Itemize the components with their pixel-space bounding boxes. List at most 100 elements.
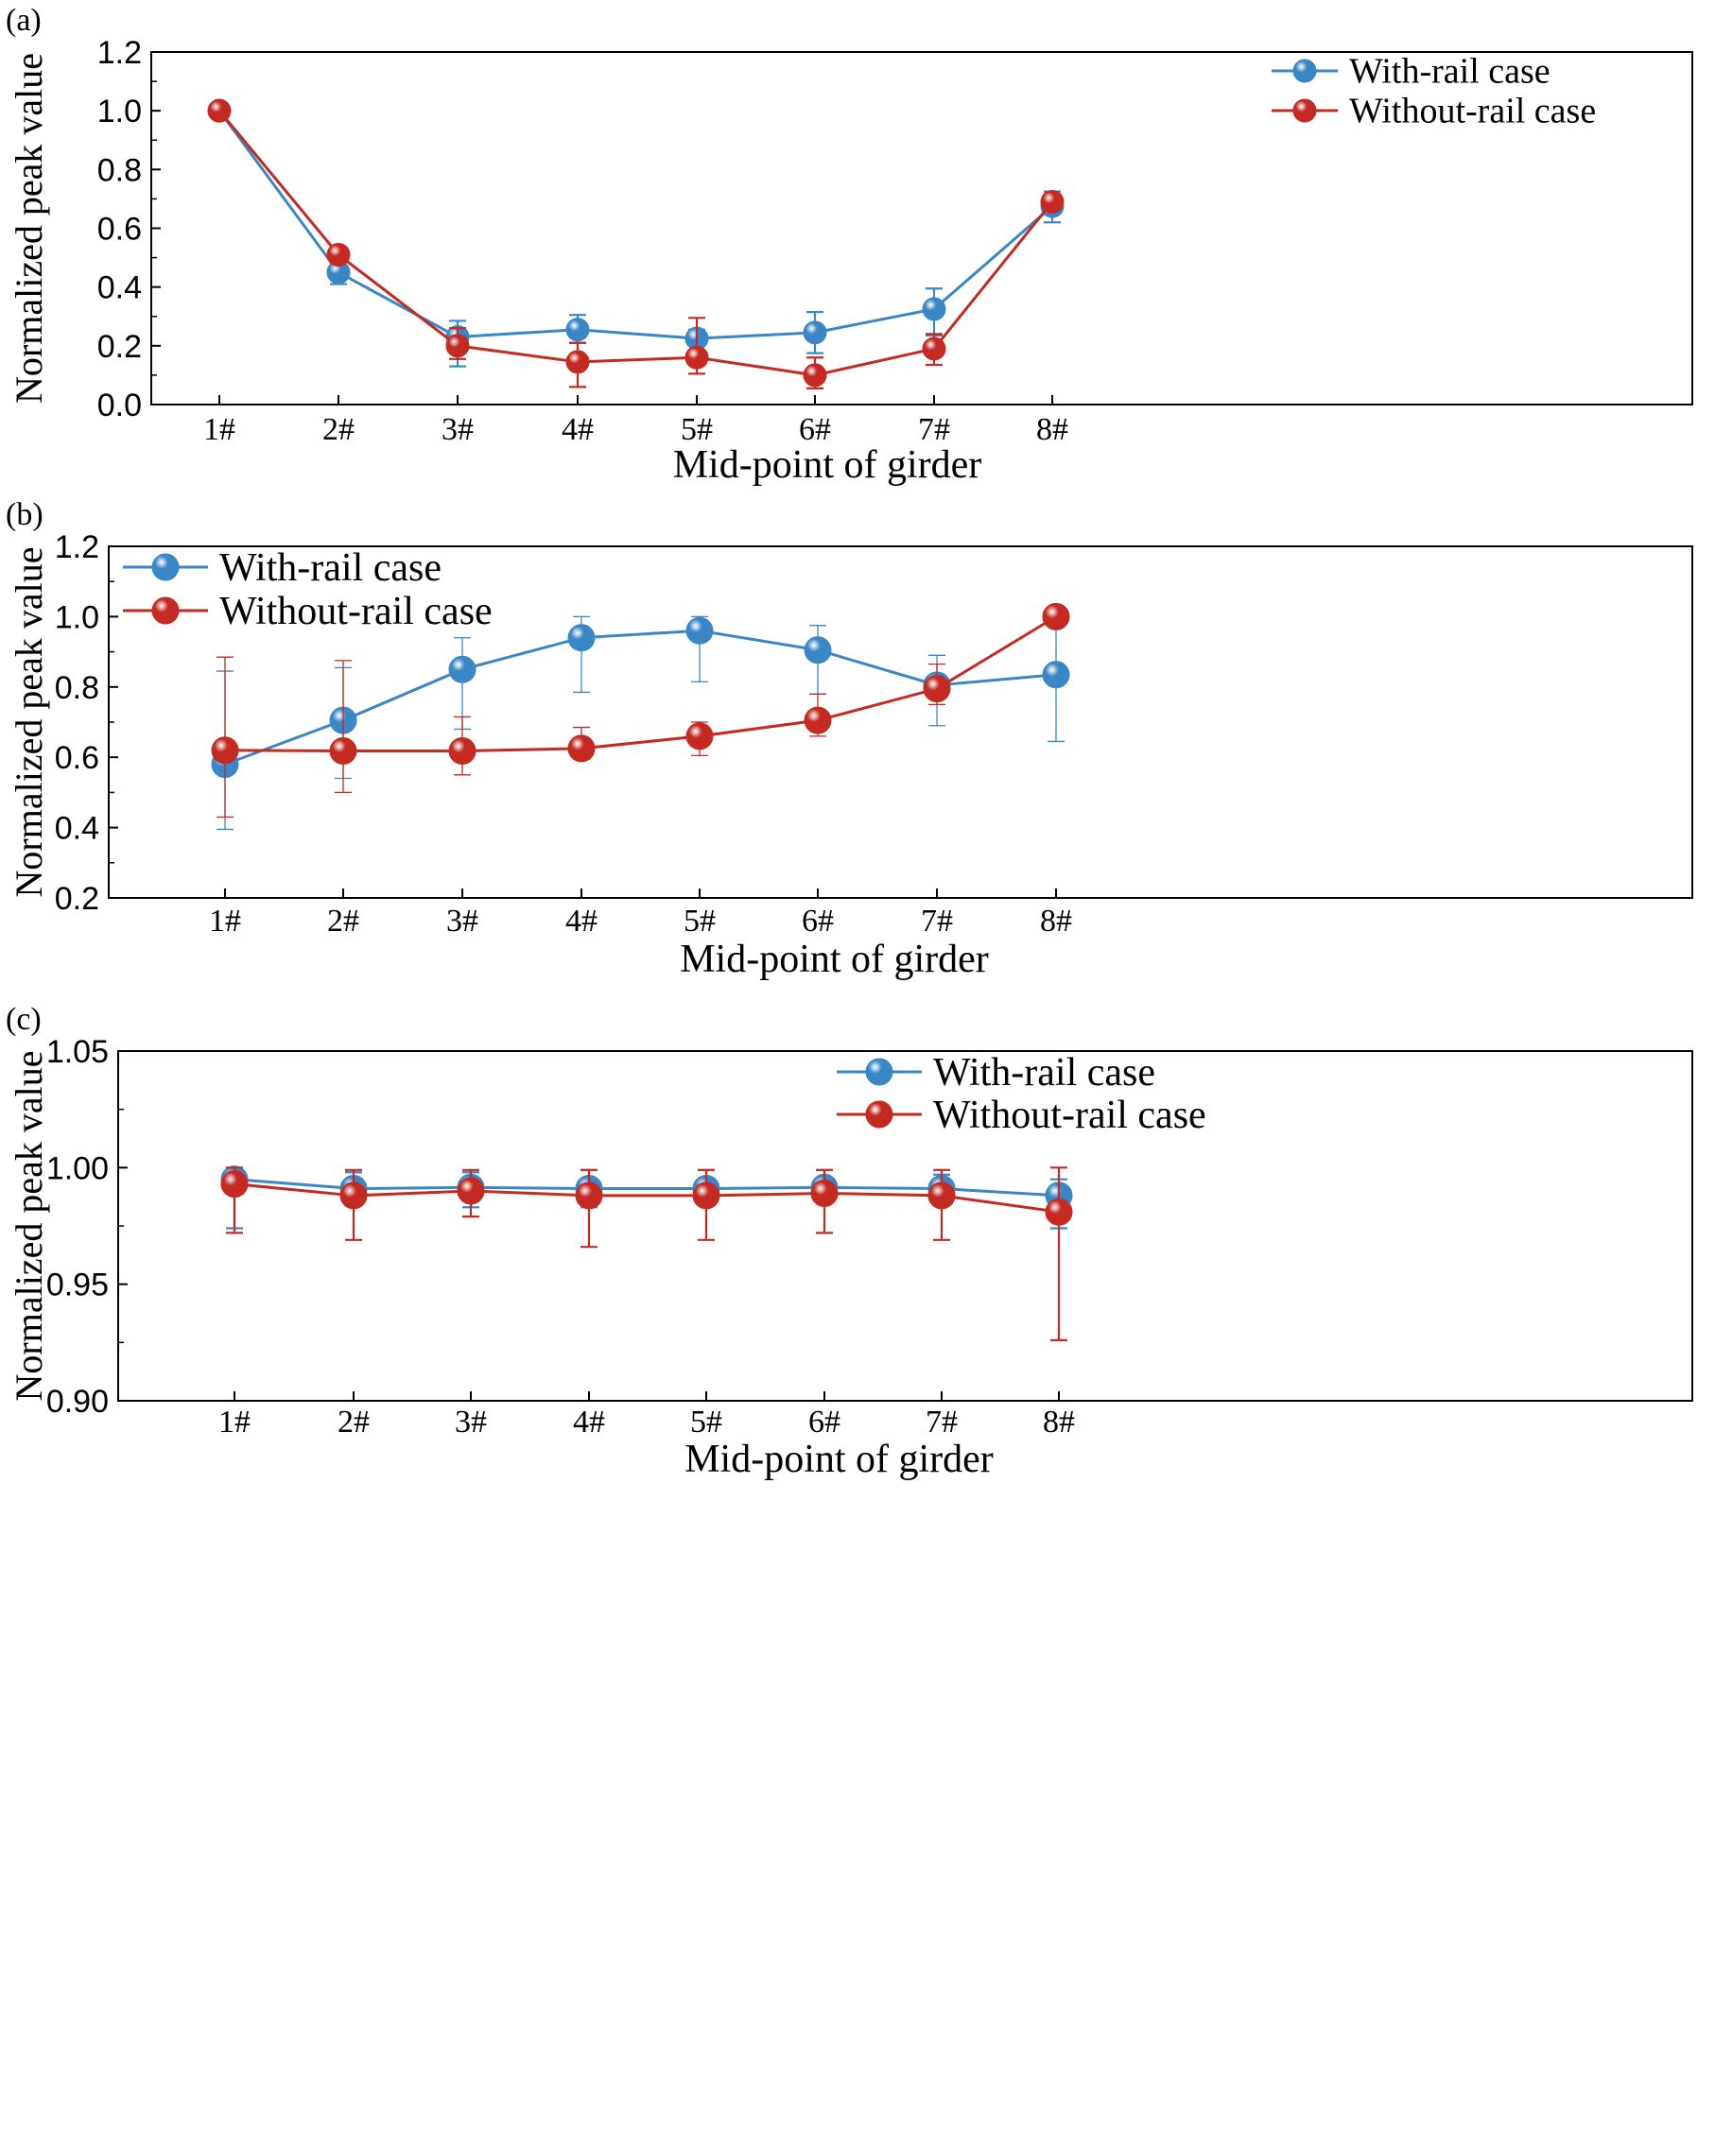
- data-point: [922, 297, 946, 321]
- x-tick-label: 7#: [918, 412, 950, 447]
- legend-label: With-rail case: [933, 1051, 1155, 1095]
- data-point: [445, 334, 470, 358]
- data-point: [575, 1181, 603, 1210]
- series-line: [217, 110, 1053, 340]
- y-tick-label: 0.8: [55, 670, 99, 706]
- data-point: [922, 336, 946, 361]
- y-tick-label: 0.6: [97, 212, 142, 248]
- data-point: [684, 345, 709, 370]
- series-line: [224, 629, 1057, 767]
- x-tick-label: 3#: [442, 412, 474, 447]
- series-line: [217, 110, 1054, 377]
- y-tick-label: 0.95: [46, 1268, 109, 1303]
- y-tick-label: 1.2: [97, 35, 142, 71]
- y-tick-label: 0.90: [46, 1384, 109, 1420]
- series-line: [224, 615, 1057, 753]
- data-point: [692, 1181, 720, 1210]
- legend-marker: [1292, 98, 1317, 123]
- legend-label: Without-rail case: [1349, 92, 1596, 131]
- panel-label: (b): [6, 497, 43, 532]
- data-point: [326, 242, 351, 267]
- series-without-rail: [211, 602, 1070, 819]
- x-tick-label: 3#: [455, 1405, 487, 1440]
- x-axis-label: Mid-point of girder: [684, 1438, 994, 1481]
- panel-label: (a): [6, 3, 42, 38]
- data-point: [565, 350, 590, 374]
- x-tick-label: 8#: [1043, 1405, 1075, 1440]
- x-tick-label: 4#: [562, 412, 594, 447]
- legend-marker: [865, 1058, 893, 1086]
- x-tick-label: 6#: [802, 904, 834, 939]
- data-point: [803, 363, 827, 388]
- y-tick-label: 1.00: [46, 1150, 109, 1186]
- series-without-rail: [207, 98, 1065, 390]
- y-tick-label: 1.05: [46, 1034, 109, 1070]
- x-tick-label: 3#: [446, 904, 478, 939]
- y-tick-label: 0.6: [55, 740, 99, 776]
- chart-panel-2: (b) 0.2 0.4 0.6 0.8 1.0 1.2 1# 2# 3# 4# 5# 6# 7# 8# Mid…: [6, 497, 1693, 981]
- data-point: [457, 1177, 485, 1205]
- y-axis-label: Normalized peak value: [8, 53, 50, 404]
- series-with-rail: [207, 98, 1065, 368]
- data-point: [339, 1181, 368, 1210]
- y-tick-label: 0.2: [97, 329, 142, 365]
- legend-label: With-rail case: [219, 546, 442, 590]
- data-point: [448, 655, 476, 683]
- y-tick-label: 0.4: [55, 811, 99, 847]
- data-point: [685, 722, 714, 750]
- legend-label: Without-rail case: [933, 1094, 1206, 1137]
- chart-panel-3: (c) 0.90 0.95 1.00 1.05 1# 2# 3# 4# 5# 6# 7# 8# Mid-p…: [6, 1002, 1693, 1481]
- x-tick-label: 8#: [1040, 904, 1072, 939]
- x-tick-label: 1#: [203, 412, 235, 447]
- legend-label: With-rail case: [1349, 52, 1550, 92]
- x-tick-label: 4#: [565, 904, 598, 939]
- x-tick-label: 4#: [573, 1405, 605, 1440]
- series-with-rail: [211, 615, 1070, 831]
- data-point: [927, 1181, 956, 1210]
- x-tick-label: 5#: [690, 1405, 722, 1440]
- data-point: [567, 734, 596, 763]
- data-point: [329, 737, 357, 766]
- y-axis-label: Normalized peak value: [8, 1051, 50, 1402]
- x-tick-label: 1#: [209, 904, 241, 939]
- data-point: [448, 737, 476, 766]
- data-point: [565, 318, 590, 342]
- y-tick-label: 0.0: [97, 388, 142, 423]
- data-point: [804, 706, 832, 734]
- legend-marker: [865, 1100, 893, 1129]
- x-tick-label: 7#: [926, 1405, 958, 1440]
- data-point: [567, 624, 596, 652]
- x-tick-label: 8#: [1036, 412, 1068, 447]
- x-tick-label: 6#: [808, 1405, 840, 1440]
- y-tick-label: 1.0: [97, 94, 142, 129]
- data-point: [923, 675, 951, 703]
- x-tick-label: 5#: [681, 412, 713, 447]
- data-point: [207, 98, 232, 123]
- y-tick-label: 0.8: [97, 152, 142, 188]
- data-point: [685, 616, 714, 645]
- series-line: [234, 1178, 1060, 1198]
- y-tick-label: 1.2: [55, 529, 99, 565]
- y-tick-label: 0.4: [97, 270, 142, 306]
- x-tick-label: 1#: [218, 1405, 251, 1440]
- x-tick-label: 2#: [338, 1405, 370, 1440]
- data-point: [1042, 602, 1070, 630]
- y-tick-label: 0.2: [55, 881, 99, 917]
- x-tick-label: 2#: [322, 412, 355, 447]
- x-axis-label: Mid-point of girder: [680, 938, 989, 981]
- x-axis-label: Mid-point of girder: [673, 443, 982, 487]
- series-line: [234, 1182, 1060, 1214]
- panel-label: (c): [6, 1002, 42, 1037]
- data-point: [1045, 1198, 1073, 1226]
- data-point: [810, 1179, 839, 1207]
- x-tick-label: 5#: [684, 904, 716, 939]
- data-point: [220, 1170, 249, 1199]
- x-tick-label: 2#: [327, 904, 359, 939]
- y-axis-label: Normalized peak value: [8, 547, 50, 898]
- legend-marker: [151, 553, 180, 581]
- data-point: [1042, 661, 1070, 689]
